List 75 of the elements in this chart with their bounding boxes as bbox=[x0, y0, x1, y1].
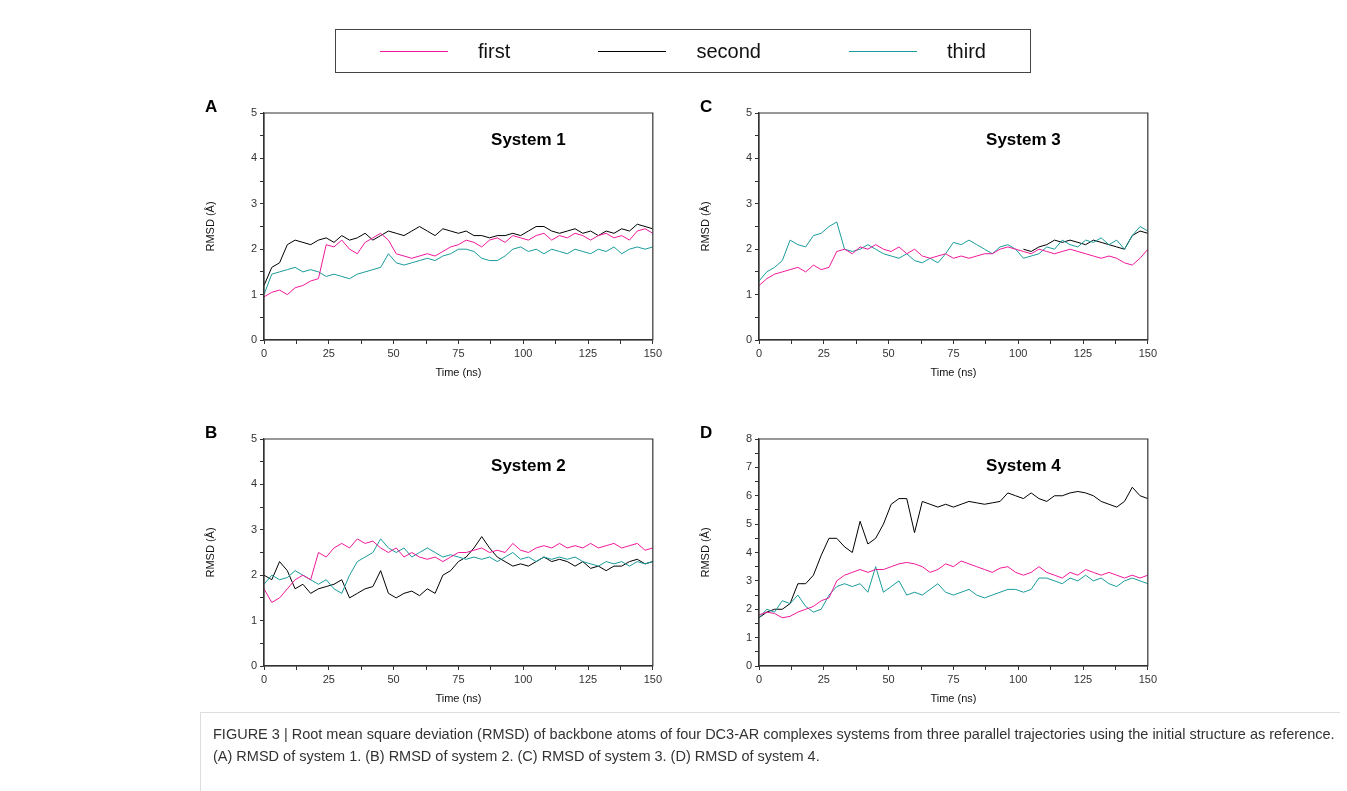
text: System 1 bbox=[491, 129, 566, 149]
chart-title: A bbox=[205, 97, 218, 117]
text: System 2 bbox=[491, 455, 566, 475]
x-tick-label: 50 bbox=[387, 346, 400, 359]
y-axis-title: RMSD (Å) bbox=[698, 201, 711, 252]
y-axis-title: RMSD (Å) bbox=[203, 201, 216, 252]
x-tick-label: 75 bbox=[947, 672, 960, 685]
y-tick-label: 0 bbox=[250, 333, 257, 346]
y-tick-label: 3 bbox=[250, 196, 257, 209]
y-tick-label: 5 bbox=[250, 106, 257, 119]
y-tick-label: 1 bbox=[745, 287, 752, 300]
x-tick-label: 125 bbox=[1073, 672, 1093, 685]
legend-label: second bbox=[696, 39, 761, 63]
x-tick-label: 50 bbox=[882, 346, 895, 359]
y-tick-label: 4 bbox=[745, 545, 752, 558]
legend-label: first bbox=[478, 39, 511, 63]
y-tick-label: 1 bbox=[250, 613, 257, 626]
y-tick-label: 2 bbox=[250, 242, 257, 255]
x-tick-label: 75 bbox=[452, 346, 465, 359]
x-axis-title: Time (ns) bbox=[435, 692, 482, 705]
y-tick-label: 1 bbox=[250, 287, 257, 300]
x-tick-label: 75 bbox=[947, 346, 960, 359]
x-tick-label: 125 bbox=[578, 346, 598, 359]
y-tick-label: 3 bbox=[745, 573, 752, 586]
x-tick-label: 100 bbox=[1009, 346, 1028, 359]
y-tick-label: 2 bbox=[745, 242, 752, 255]
chart-title: B bbox=[205, 423, 218, 443]
y-tick-label: 5 bbox=[250, 432, 257, 445]
chart-title: D bbox=[700, 423, 713, 443]
y-tick-label: 7 bbox=[745, 460, 752, 473]
x-tick-label: 150 bbox=[643, 672, 662, 685]
legend-label: third bbox=[947, 39, 986, 63]
x-tick-label: 25 bbox=[322, 346, 335, 359]
y-tick-label: 4 bbox=[250, 477, 257, 490]
y-axis-title: RMSD (Å) bbox=[203, 527, 216, 578]
text: System 3 bbox=[986, 129, 1061, 149]
x-tick-label: 100 bbox=[514, 346, 533, 359]
x-tick-label: 125 bbox=[578, 672, 598, 685]
y-tick-label: 5 bbox=[745, 106, 752, 119]
x-tick-label: 25 bbox=[322, 672, 335, 685]
y-tick-label: 2 bbox=[745, 602, 752, 615]
x-tick-label: 150 bbox=[1138, 672, 1157, 685]
x-tick-label: 0 bbox=[755, 346, 763, 359]
x-axis-title: Time (ns) bbox=[435, 366, 482, 379]
y-tick-label: 0 bbox=[745, 333, 752, 346]
y-tick-label: 4 bbox=[250, 151, 257, 164]
y-tick-label: 1 bbox=[745, 630, 752, 643]
x-tick-label: 0 bbox=[260, 672, 268, 685]
y-tick-label: 5 bbox=[745, 517, 752, 530]
x-tick-label: 50 bbox=[882, 672, 895, 685]
y-axis-title: RMSD (Å) bbox=[698, 527, 711, 578]
y-tick-label: 0 bbox=[250, 659, 257, 672]
x-tick-label: 25 bbox=[817, 346, 830, 359]
x-tick-label: 0 bbox=[260, 346, 268, 359]
x-tick-label: 100 bbox=[514, 672, 533, 685]
x-tick-label: 150 bbox=[643, 346, 662, 359]
y-tick-label: 2 bbox=[250, 568, 257, 581]
x-axis-title: Time (ns) bbox=[930, 692, 977, 705]
y-tick-label: 8 bbox=[745, 432, 752, 445]
x-tick-label: 25 bbox=[817, 672, 830, 685]
caption: FIGURE 3 | Root mean square deviation (RMSD) of backbone atoms of four DC3-AR complexes systems from three parallel trajectories using the initial structure as reference. (A) RMSD of system 1. (B) RMSD of system 2. (C) RMSD of system 3. (D) RMSD of system 4. bbox=[200, 712, 1340, 791]
x-tick-label: 100 bbox=[1009, 672, 1028, 685]
y-tick-label: 3 bbox=[745, 196, 752, 209]
x-tick-label: 50 bbox=[387, 672, 400, 685]
x-tick-label: 75 bbox=[452, 672, 465, 685]
y-tick-label: 4 bbox=[745, 151, 752, 164]
y-tick-label: 6 bbox=[745, 488, 752, 501]
x-tick-label: 125 bbox=[1073, 346, 1093, 359]
y-tick-label: 3 bbox=[250, 522, 257, 535]
x-axis-title: Time (ns) bbox=[930, 366, 977, 379]
text: System 4 bbox=[986, 455, 1062, 475]
chart-title: C bbox=[700, 97, 713, 117]
y-tick-label: 0 bbox=[745, 659, 752, 672]
x-tick-label: 150 bbox=[1138, 346, 1157, 359]
x-tick-label: 0 bbox=[755, 672, 763, 685]
